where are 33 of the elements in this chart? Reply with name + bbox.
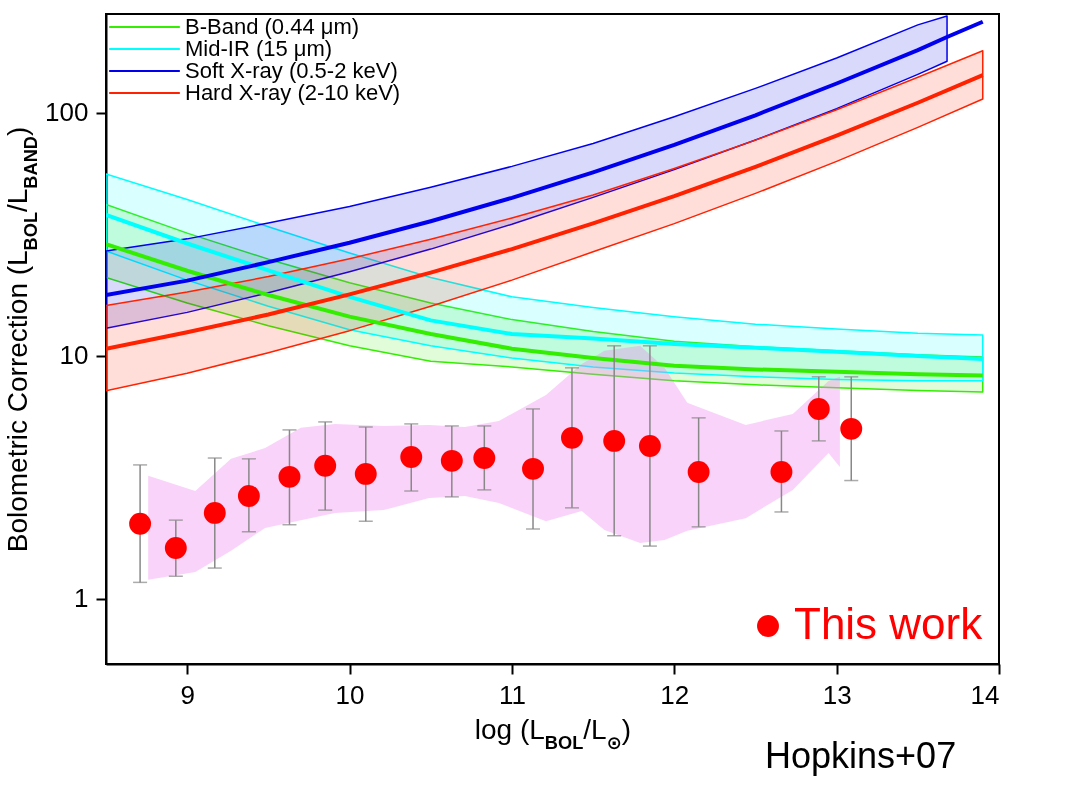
point <box>314 454 337 477</box>
point <box>638 435 661 457</box>
point <box>522 457 544 480</box>
x-tick-label: 9 <box>180 679 195 710</box>
x-tick-label: 14 <box>970 679 1000 710</box>
point <box>278 465 301 488</box>
x-tick-label: 13 <box>822 679 852 710</box>
text: Hopkins+07 <box>765 735 957 776</box>
x-tick-label: 10 <box>335 679 365 710</box>
legend-label: This work <box>794 599 984 648</box>
point <box>603 429 626 452</box>
point <box>354 462 377 485</box>
point <box>473 447 496 469</box>
x-tick-label: 12 <box>660 679 690 710</box>
point <box>440 449 463 472</box>
line-series <box>106 212 985 362</box>
point <box>807 398 830 420</box>
y-tick-label: 100 <box>45 97 89 128</box>
point <box>840 417 863 440</box>
point <box>237 485 260 508</box>
line-series <box>106 242 985 378</box>
point <box>770 461 793 483</box>
legend-label: B-Band (0.44 μm) <box>185 14 360 39</box>
point <box>164 537 187 559</box>
y-tick-label: 1 <box>74 583 89 614</box>
point <box>561 426 583 449</box>
x-axis-title: log (L$_{BOL}$/L$_{⊙}$) <box>474 713 632 753</box>
point <box>687 461 710 483</box>
y-tick-label: 10 <box>59 340 89 371</box>
point <box>400 445 423 468</box>
x-tick-label: 11 <box>498 679 526 710</box>
point <box>129 512 152 535</box>
point <box>203 501 226 524</box>
